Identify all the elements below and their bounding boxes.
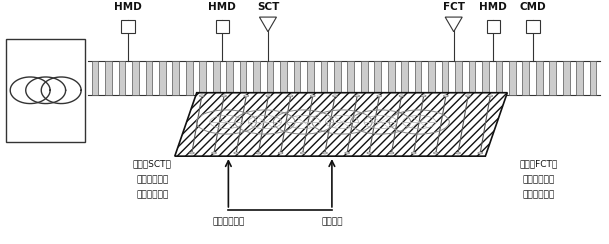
Text: 每经过SCT一: 每经过SCT一 bbox=[133, 159, 172, 168]
Bar bbox=[482, 61, 489, 95]
Circle shape bbox=[288, 95, 293, 97]
Text: HMD: HMD bbox=[208, 2, 236, 12]
Text: 个样本，进行: 个样本，进行 bbox=[523, 175, 555, 184]
Circle shape bbox=[377, 95, 382, 97]
Circle shape bbox=[333, 95, 337, 97]
Bar bbox=[563, 61, 569, 95]
Circle shape bbox=[411, 152, 416, 154]
Circle shape bbox=[488, 95, 493, 97]
Bar bbox=[375, 61, 381, 95]
Text: HMD: HMD bbox=[479, 2, 507, 12]
Bar bbox=[576, 61, 583, 95]
Bar bbox=[496, 61, 502, 95]
Circle shape bbox=[345, 152, 350, 154]
Text: 一次修正计算: 一次修正计算 bbox=[136, 191, 168, 200]
Bar bbox=[6, 39, 85, 142]
Bar bbox=[240, 61, 247, 95]
Bar bbox=[388, 61, 395, 95]
Circle shape bbox=[323, 152, 328, 154]
Bar bbox=[523, 61, 529, 95]
Circle shape bbox=[266, 95, 271, 97]
Text: HMD: HMD bbox=[114, 2, 142, 12]
Bar bbox=[105, 61, 112, 95]
Bar bbox=[590, 61, 596, 95]
Circle shape bbox=[222, 95, 227, 97]
Polygon shape bbox=[259, 17, 276, 32]
Bar bbox=[227, 61, 233, 95]
Circle shape bbox=[311, 95, 315, 97]
Circle shape bbox=[234, 152, 239, 154]
Bar bbox=[132, 61, 139, 95]
Bar bbox=[267, 61, 273, 95]
Text: FCT: FCT bbox=[443, 2, 465, 12]
Bar bbox=[536, 61, 543, 95]
Circle shape bbox=[256, 152, 261, 154]
Bar bbox=[159, 61, 166, 95]
Bar bbox=[199, 61, 206, 95]
Text: 温度前馈计算: 温度前馈计算 bbox=[213, 218, 244, 226]
Circle shape bbox=[199, 95, 204, 97]
Circle shape bbox=[434, 152, 438, 154]
Bar bbox=[428, 61, 435, 95]
Bar bbox=[468, 61, 476, 95]
Bar bbox=[334, 61, 340, 95]
Polygon shape bbox=[445, 17, 462, 32]
Circle shape bbox=[354, 95, 359, 97]
Circle shape bbox=[300, 152, 305, 154]
Polygon shape bbox=[175, 93, 507, 156]
Bar bbox=[119, 61, 125, 95]
Text: 一次反馈计算: 一次反馈计算 bbox=[523, 191, 555, 200]
Bar bbox=[213, 61, 220, 95]
Bar bbox=[92, 61, 99, 95]
Circle shape bbox=[389, 152, 394, 154]
Circle shape bbox=[456, 152, 460, 154]
Circle shape bbox=[212, 152, 216, 154]
Bar bbox=[216, 20, 229, 33]
Bar bbox=[526, 20, 540, 33]
Bar bbox=[549, 61, 556, 95]
Circle shape bbox=[443, 95, 448, 97]
Text: 每经过FCT一: 每经过FCT一 bbox=[520, 159, 558, 168]
Bar bbox=[253, 61, 260, 95]
Circle shape bbox=[466, 95, 470, 97]
Text: 反馈控制: 反馈控制 bbox=[321, 218, 343, 226]
Bar bbox=[415, 61, 421, 95]
Bar bbox=[146, 61, 152, 95]
Bar bbox=[361, 61, 368, 95]
Bar bbox=[401, 61, 408, 95]
Bar bbox=[280, 61, 287, 95]
Bar bbox=[455, 61, 462, 95]
Bar bbox=[442, 61, 448, 95]
Bar bbox=[320, 61, 327, 95]
Bar bbox=[121, 20, 135, 33]
Bar bbox=[348, 61, 354, 95]
Circle shape bbox=[278, 152, 283, 154]
Bar bbox=[487, 20, 500, 33]
Text: CMD: CMD bbox=[519, 2, 546, 12]
Bar bbox=[172, 61, 179, 95]
Bar bbox=[294, 61, 300, 95]
Circle shape bbox=[244, 95, 248, 97]
Circle shape bbox=[367, 152, 371, 154]
Circle shape bbox=[189, 152, 194, 154]
Bar bbox=[509, 61, 516, 95]
Circle shape bbox=[478, 152, 483, 154]
Circle shape bbox=[399, 95, 404, 97]
Circle shape bbox=[421, 95, 426, 97]
Bar bbox=[186, 61, 192, 95]
Bar bbox=[307, 61, 314, 95]
Text: SCT: SCT bbox=[257, 2, 279, 12]
Text: 个样本，进行: 个样本，进行 bbox=[136, 175, 168, 184]
